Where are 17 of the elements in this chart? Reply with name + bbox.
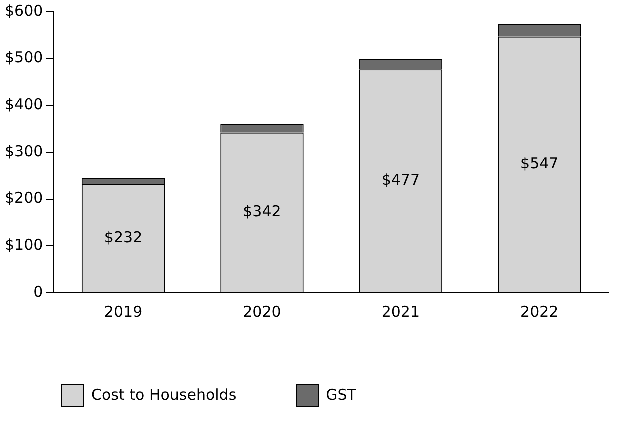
x-tick-label: 2021	[382, 302, 420, 321]
x-tick-label: 2022	[520, 302, 559, 321]
y-tick-label: $200	[4, 189, 44, 208]
legend-label: Cost to Households	[92, 386, 237, 404]
data-label: $342	[243, 202, 282, 221]
y-tick-label: $100	[4, 236, 44, 254]
data-label: $477	[382, 170, 420, 189]
data-label: $232	[104, 228, 143, 246]
y-tick-label: $300	[4, 142, 44, 160]
x-tick-label: 2020	[243, 302, 282, 321]
y-tick-label: $500	[4, 48, 44, 67]
y-tick-label: $600	[4, 2, 44, 20]
legend-label: GST	[326, 386, 358, 404]
y-tick-label: 0	[34, 282, 44, 301]
x-tick-label: 2019	[104, 302, 143, 321]
y-tick-label: $400	[4, 96, 44, 114]
data-label: $547	[520, 154, 559, 173]
